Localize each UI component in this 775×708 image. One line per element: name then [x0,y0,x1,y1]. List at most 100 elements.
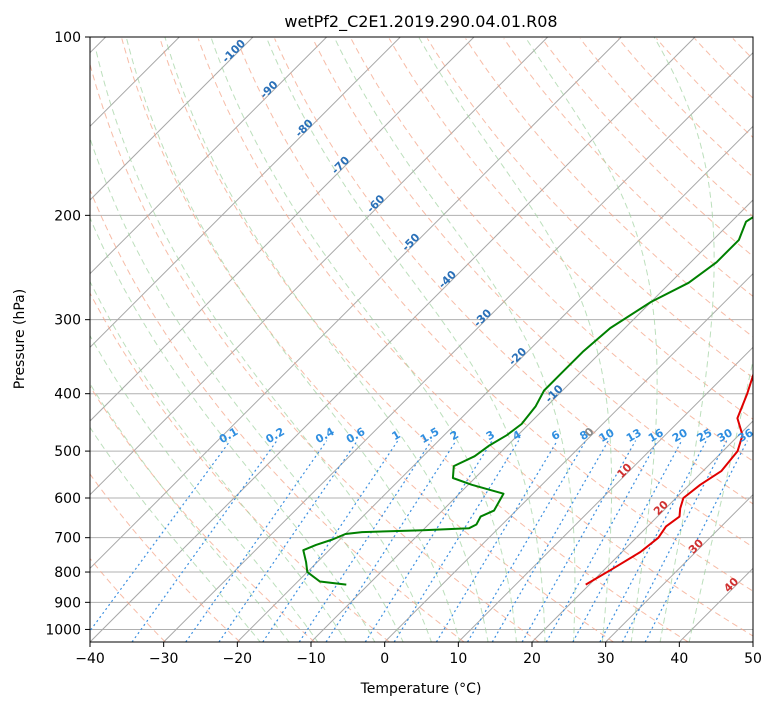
y-tick-label: 300 [54,313,81,329]
isotherm-line [163,51,753,642]
isotherm-label: -50 [399,231,422,254]
x-tick-label: −40 [75,651,105,667]
mixing-ratio-line [90,440,231,632]
isotherm-label: 10 [615,461,635,481]
x-tick-label: −20 [223,651,253,667]
isotherm-line [90,37,696,642]
mixing-ratio-line [466,440,587,642]
moist-adiabat-line [90,136,404,642]
dry-adiabat-line [90,473,241,642]
isotherm-line [531,420,753,642]
isotherm-label: 40 [721,575,741,595]
x-tick-label: 40 [670,651,688,667]
mixing-ratio-label: 1 [390,428,403,443]
isotherm-line [752,641,753,642]
mixing-ratio-label: 1.5 [418,425,441,446]
mixing-ratio-label: 0.4 [313,425,337,446]
y-tick-label: 700 [54,531,81,547]
dry-adiabat-line [90,62,540,642]
moist-adiabat-line [164,37,489,642]
x-tick-label: −10 [296,651,326,667]
dry-adiabat-line [771,39,775,643]
mixing-ratio-line [298,440,432,642]
moist-adiabat-line [210,37,518,642]
isotherm-label: -100 [219,37,248,66]
x-axis-label: Temperature (°C) [360,681,482,697]
mixing-ratio-line [364,440,493,642]
isotherm-label: -80 [293,116,316,139]
isotherm-line [236,125,753,642]
mixing-ratio-label: 6 [549,428,562,443]
dry-adiabat-line [388,38,753,420]
moist-adiabat-line [90,426,261,642]
dry-adiabat-line [312,38,753,505]
isotherm-line [90,37,254,201]
isotherm-label: -20 [506,345,529,368]
isotherm-label: 20 [651,498,671,518]
isotherm-line [310,199,753,642]
plot-frame [89,36,754,643]
dry-adiabat-line [465,38,753,338]
y-tick-label: 1000 [45,622,81,638]
y-tick-label: 500 [54,444,81,460]
mixing-ratio-label: 0.2 [263,425,286,446]
line-labels: 0.1 0.2 0.4 0.6 1 1.5 2 3 4 6 8 10 13 16 20 25 30 36-100-… [217,37,756,595]
x-tick-label: 10 [449,651,467,667]
mixing-ratio-line [393,440,520,642]
y-tick-label: 900 [54,595,81,611]
moist-adiabat-line [90,334,319,642]
dry-adiabat-line [235,38,753,592]
chart-title: wetPf2_C2E1.2019.290.04.01.R08 [284,12,557,32]
moist-adiabat-line [90,382,290,642]
temperature-series-line [585,372,753,586]
mixing-ratio-line [262,440,399,642]
mixing-ratio-line [621,440,728,642]
dry-adiabat-line [503,38,753,298]
y-tick-label: 400 [54,387,81,403]
y-tick-label: 200 [54,208,81,224]
moist-adiabat-line [333,37,576,642]
y-tick-label: 100 [54,30,81,46]
mixing-ratio-label: 0.6 [344,425,368,446]
dry-adiabat-line [541,38,753,257]
background-lines [90,37,775,643]
x-tick-label: 50 [744,651,762,667]
moist-adiabat-line [90,216,376,642]
isotherm-line [90,37,328,275]
x-axis-ticks: −40 −30 −20 −10 0 10 20 30 40 50 [75,642,762,667]
dry-adiabat-line [732,38,753,60]
dry-adiabat-line [90,385,316,642]
mixing-ratio-line [325,440,457,642]
mixing-ratio-label: 13 [624,426,644,445]
y-tick-label: 800 [54,565,81,581]
mixing-ratio-line [218,440,358,642]
dry-adiabat-line [426,38,753,379]
moist-adiabat-line [95,49,432,642]
mixing-ratio-label: 2 [448,428,461,443]
series-layer [302,216,753,586]
isotherm-label: -70 [329,154,352,177]
isotherm-label: 30 [686,536,706,556]
dry-adiabat-line [694,38,753,99]
dry-adiabat-line [617,38,753,178]
mixing-ratio-line [491,440,609,642]
dry-adiabat-line [274,38,753,548]
dewpoint-series-line [302,216,753,586]
isotherm-line [90,37,549,496]
dry-adiabat-line [90,188,465,642]
moist-adiabat-line [688,358,753,642]
mixing-ratio-line [185,440,328,642]
moist-adiabat-line [653,37,715,642]
dry-adiabat-line [159,38,689,642]
isotherm-line [605,493,753,642]
dry-adiabat-line [579,38,753,218]
isotherm-line [90,37,622,570]
x-tick-label: −30 [149,651,179,667]
x-tick-label: 0 [380,651,389,667]
x-tick-label: 30 [597,651,615,667]
dry-adiabat-line [656,38,753,139]
dry-adiabat-line [350,38,753,462]
dry-adiabat-line [90,292,390,642]
y-tick-label: 600 [54,491,81,507]
